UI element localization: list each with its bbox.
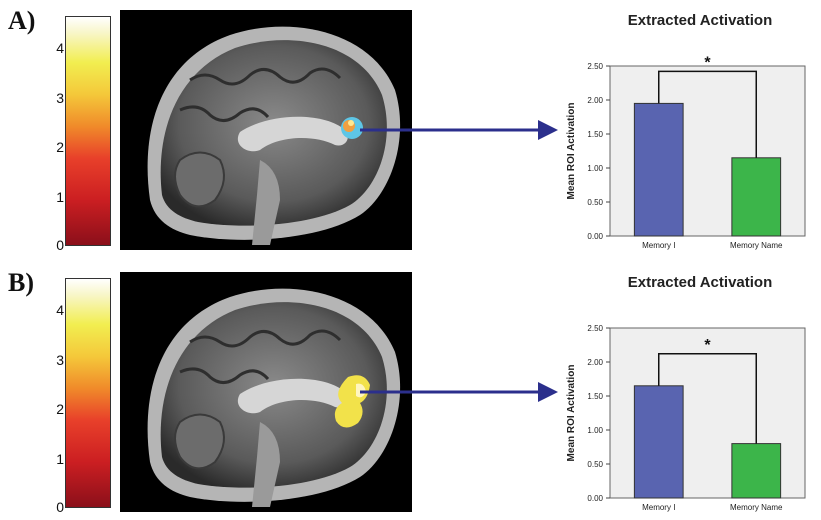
y-tick-label: 0.50 bbox=[587, 198, 603, 207]
colorbar-tick: 2 bbox=[56, 139, 64, 155]
significance-star: * bbox=[704, 337, 711, 354]
brain-mri-image bbox=[120, 10, 412, 250]
y-tick-label: 1.50 bbox=[587, 392, 603, 401]
y-tick-label: 0.50 bbox=[587, 460, 603, 469]
panel-label: B) bbox=[8, 268, 34, 297]
colorbar-tick: 1 bbox=[56, 451, 64, 467]
y-tick-label: 2.00 bbox=[587, 96, 603, 105]
panel-b: B) 0 1 2 3 4 bbox=[0, 262, 821, 515]
y-tick-label: 2.00 bbox=[587, 358, 603, 367]
x-tick-label: Memory Name bbox=[730, 503, 783, 512]
y-axis-label: Mean ROI Activation bbox=[566, 103, 577, 200]
x-tick-label: Memory I bbox=[642, 241, 675, 250]
chart-svg: 0.00 0.50 1.00 1.50 2.00 2.50 Mean ROI Activat… bbox=[566, 324, 806, 512]
colorbar: 0 1 2 3 4 bbox=[56, 16, 111, 253]
colorbar-tick: 1 bbox=[56, 189, 64, 205]
colorbar-tick: 4 bbox=[56, 302, 64, 318]
y-tick-label: 1.50 bbox=[587, 130, 603, 139]
bar bbox=[731, 157, 782, 237]
y-tick-label: 0.00 bbox=[587, 494, 603, 503]
colorbar-tick: 0 bbox=[56, 237, 64, 253]
significance-star: * bbox=[704, 54, 711, 71]
arrow-icon bbox=[360, 120, 558, 140]
chart-title: Extracted Activation bbox=[627, 274, 773, 291]
y-tick-label: 1.00 bbox=[587, 164, 603, 173]
bar-chart: Extracted Activation 0.00 0.50 1.00 1.50 2.0… bbox=[550, 8, 812, 250]
y-tick-label: 2.50 bbox=[587, 62, 603, 71]
bar bbox=[731, 443, 782, 499]
colorbar-tick: 2 bbox=[56, 401, 64, 417]
y-tick-label: 1.00 bbox=[587, 426, 603, 435]
colorbar-tick: 0 bbox=[56, 499, 64, 515]
x-tick-label: Memory I bbox=[642, 503, 675, 512]
significance-bracket bbox=[658, 353, 757, 444]
significance-bracket bbox=[658, 70, 757, 158]
panel-a: A) 0 1 2 3 4 bbox=[0, 0, 821, 253]
bar bbox=[633, 102, 684, 237]
y-axis-label: Mean ROI Activation bbox=[566, 365, 577, 462]
y-tick-label: 2.50 bbox=[587, 324, 603, 333]
bar-chart: Extracted Activation 0.00 0.50 1.00 1.50 2.0… bbox=[550, 270, 812, 512]
bar bbox=[633, 385, 684, 499]
arrow-icon bbox=[360, 382, 558, 402]
x-tick-label: Memory Name bbox=[730, 241, 783, 250]
y-tick-label: 0.00 bbox=[587, 232, 603, 241]
colorbar-tick: 3 bbox=[56, 352, 64, 368]
chart-title: Extracted Activation bbox=[627, 12, 773, 29]
panel-label: A) bbox=[8, 6, 36, 35]
colorbar-tick: 4 bbox=[56, 40, 64, 56]
colorbar: 0 1 2 3 4 bbox=[56, 278, 111, 515]
chart-svg: 0.00 0.50 1.00 1.50 2.00 2.50 Mean ROI Activat… bbox=[566, 54, 806, 250]
colorbar-tick: 3 bbox=[56, 90, 64, 106]
